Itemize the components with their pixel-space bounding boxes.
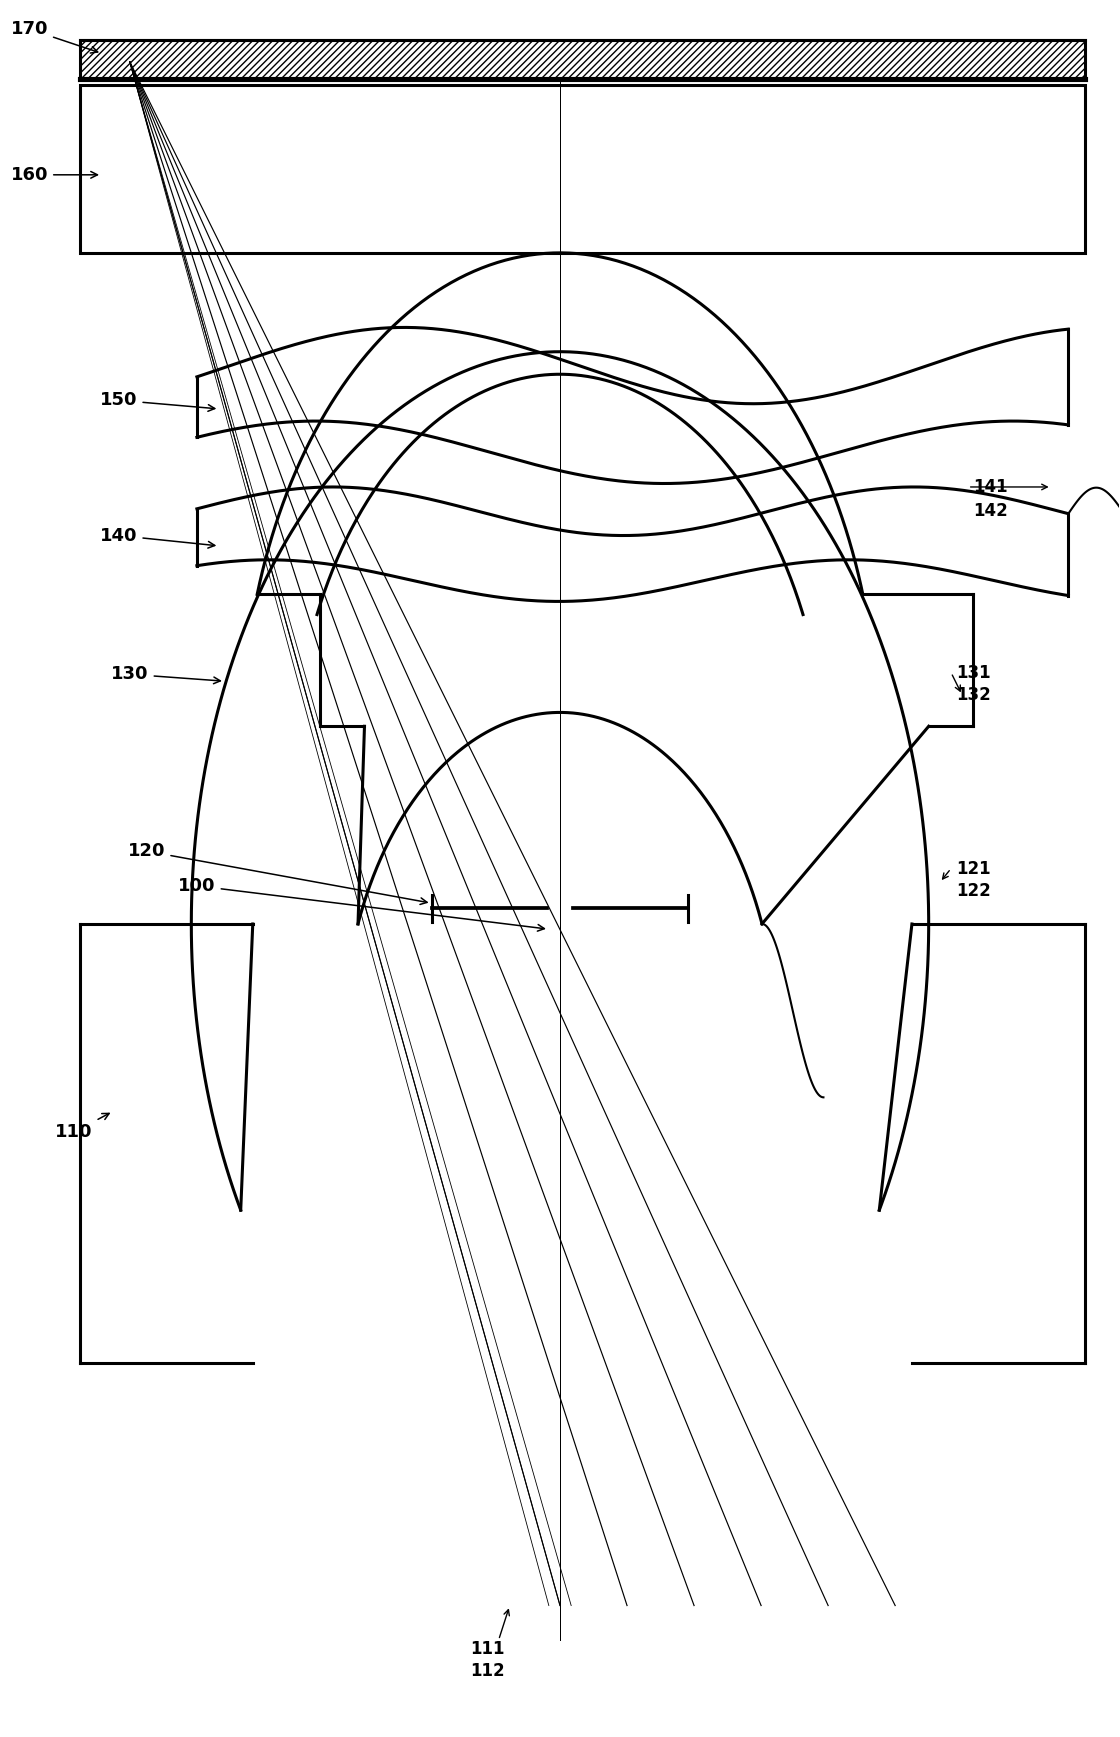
- Text: 111: 111: [470, 1640, 505, 1657]
- Text: 141: 141: [973, 478, 1008, 497]
- Text: 100: 100: [178, 877, 544, 931]
- Text: 160: 160: [10, 165, 97, 184]
- Text: 120: 120: [128, 842, 427, 905]
- Text: 140: 140: [100, 526, 215, 549]
- Text: 142: 142: [973, 502, 1008, 521]
- Bar: [80, 85, 1085, 254]
- Text: 121: 121: [956, 860, 991, 877]
- Text: 122: 122: [956, 882, 991, 900]
- Text: 150: 150: [100, 391, 215, 412]
- Bar: [80, 40, 1085, 80]
- Text: 112: 112: [470, 1662, 505, 1680]
- Text: 170: 170: [10, 21, 97, 54]
- Text: 131: 131: [956, 664, 991, 681]
- Text: 130: 130: [111, 665, 221, 684]
- Text: 132: 132: [956, 686, 991, 703]
- Text: 110: 110: [55, 1113, 109, 1141]
